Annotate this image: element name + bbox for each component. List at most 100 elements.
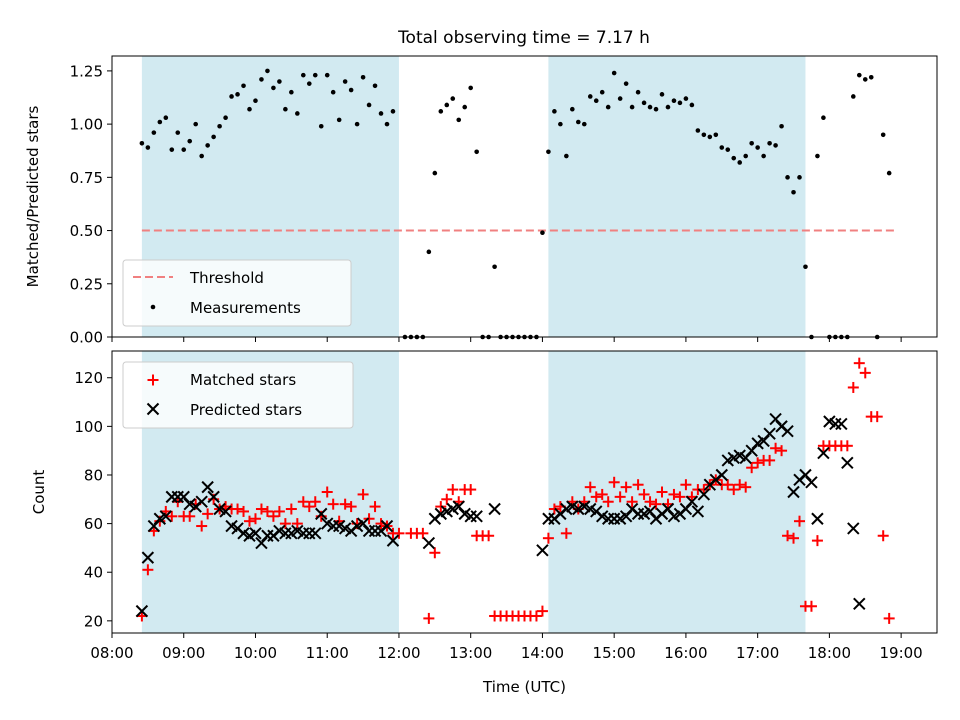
measurement-point: [384, 121, 390, 127]
measurement-point: [629, 104, 635, 110]
top-y-axis-label: Matched/Predicted stars: [24, 106, 42, 288]
y-tick-label: 0.00: [70, 329, 103, 347]
matched-star-point: [291, 518, 303, 530]
matched-star-point: [441, 493, 453, 505]
measurement-point: [151, 130, 157, 135]
measurement-point: [366, 102, 372, 108]
matched-star-point: [447, 484, 459, 496]
predicted-star-point: [811, 512, 824, 525]
predicted-star-point: [309, 527, 322, 540]
measurement-point: [289, 89, 294, 95]
y-tick-label: 0.25: [70, 275, 103, 293]
bottom-y-axis-label: Count: [30, 470, 48, 515]
measurement-point: [372, 83, 378, 89]
y-tick-label: 40: [84, 564, 103, 582]
measurement-point: [725, 147, 731, 152]
matched-star-point: [794, 515, 805, 527]
y-tick-label: 100: [74, 418, 103, 436]
predicted-star-point: [685, 495, 699, 508]
measurement-point: [689, 102, 695, 108]
figure-title: Total observing time = 7.17 h: [397, 28, 650, 48]
matched-star-point: [249, 513, 261, 525]
measurement-point: [462, 104, 468, 110]
y-tick-label: 0.50: [70, 222, 103, 240]
matched-star-point: [764, 454, 776, 466]
top-legend-box: [122, 259, 352, 327]
measurement-point: [821, 115, 826, 121]
measurement-point: [581, 121, 587, 127]
matched-star-point: [327, 498, 339, 510]
predicted-star-point: [249, 527, 262, 540]
y-tick-label: 120: [74, 369, 103, 387]
measurement-point: [265, 68, 270, 74]
matched-star-point: [196, 520, 208, 532]
measurement-point: [546, 149, 551, 155]
matched-star-point: [596, 488, 608, 500]
measurement-point: [253, 98, 258, 104]
matched-star-point: [339, 498, 351, 510]
measurement-point: [324, 72, 330, 78]
count-panel: 08:00 09:00 10:00 11:00 12:00 13:00 14:00 15:00…: [30, 350, 938, 696]
measurement-point: [558, 121, 563, 127]
measurement-point: [360, 74, 366, 80]
measurement-point: [647, 104, 653, 110]
matched-star-point: [244, 515, 255, 527]
matched-star-point: [841, 440, 853, 452]
matched-star-point: [734, 479, 746, 491]
x-tick-label: 12:00: [377, 644, 420, 662]
predicted-star-point: [817, 446, 830, 460]
measurement-point: [785, 175, 790, 180]
matched-star-point: [429, 547, 441, 559]
measurement-point: [426, 249, 432, 255]
matched-star-point: [614, 491, 626, 503]
matched-star-point: [369, 501, 381, 513]
measurement-point: [271, 85, 276, 91]
measurement-point: [743, 153, 748, 159]
matched-star-point: [285, 503, 297, 515]
matched-star-point: [590, 491, 602, 503]
measurements-legend-label: Measurements: [190, 299, 301, 317]
matched-star-point: [680, 479, 692, 491]
measurement-point: [564, 153, 569, 159]
matched-legend-marker: [147, 374, 159, 386]
x-tick-label: 08:00: [90, 644, 133, 662]
measurement-point: [719, 145, 725, 150]
measurement-point: [157, 119, 163, 125]
matched-star-point: [608, 476, 620, 488]
matched-star-point: [483, 530, 495, 542]
measurement-point: [283, 106, 288, 112]
measurement-point: [737, 160, 743, 165]
measurement-point: [803, 264, 808, 270]
observing-windows: [141, 56, 806, 337]
measurement-point: [779, 123, 784, 129]
measurement-point: [623, 81, 629, 86]
predicted-star-point: [386, 534, 400, 547]
measurement-point: [211, 134, 216, 140]
predicted-star-point: [159, 510, 173, 523]
x-tick-label: 17:00: [736, 644, 779, 662]
x-tick-label: 15:00: [593, 644, 636, 662]
measurement-point: [713, 132, 719, 138]
measurement-point: [749, 140, 754, 146]
measurement-point: [318, 123, 324, 129]
measurement-point: [295, 111, 300, 116]
x-tick-label: 16:00: [664, 644, 707, 662]
predicted-star-point: [787, 485, 800, 499]
measurements-legend-swatch: [150, 304, 156, 310]
matched-star-point: [238, 505, 250, 517]
measurement-point: [677, 100, 683, 106]
matched-star-point: [674, 491, 686, 503]
predicted-star-point: [691, 505, 705, 518]
x-tick-label: 11:00: [306, 644, 349, 662]
x-tick-label: 10:00: [234, 644, 277, 662]
matched-star-point: [644, 496, 656, 508]
matched-star-point: [542, 532, 554, 544]
matched-star-point: [267, 510, 279, 522]
matched-star-point: [465, 484, 477, 496]
y-tick-label: 80: [84, 466, 103, 484]
matched-star-point: [782, 530, 794, 542]
bottom-legend-box: [122, 361, 354, 429]
top-legend: Threshold Measurements: [122, 259, 352, 327]
measurement-point: [223, 115, 228, 121]
